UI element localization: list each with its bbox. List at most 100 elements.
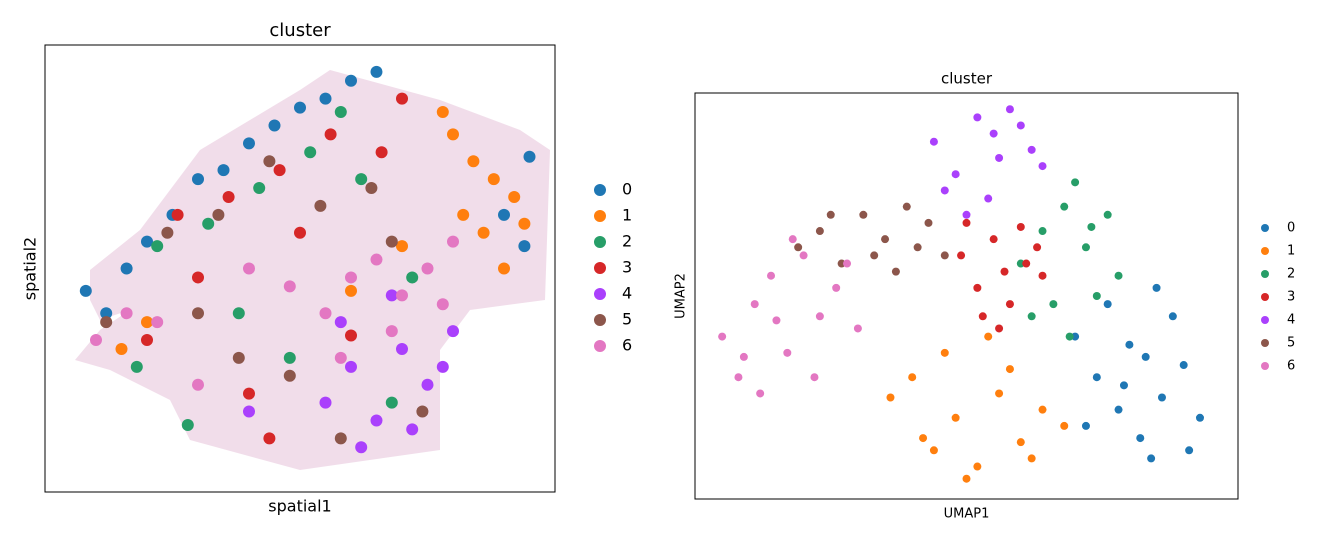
point (1119, 381, 1128, 390)
y-axis-label: UMAP2 (674, 273, 689, 319)
point (913, 243, 922, 252)
point (396, 289, 408, 302)
point (253, 182, 266, 195)
legend-label: 4 (1287, 313, 1295, 328)
point (886, 393, 895, 402)
point (370, 253, 383, 266)
point (940, 186, 949, 195)
legend-label: 6 (622, 336, 632, 355)
point (508, 190, 521, 203)
point (756, 389, 765, 398)
legend-label: 6 (1287, 359, 1295, 374)
point (100, 316, 113, 329)
point (718, 332, 727, 341)
point (1016, 438, 1025, 447)
chart-title: cluster (269, 20, 331, 41)
point (1152, 283, 1161, 292)
point (1195, 413, 1204, 422)
point (334, 351, 347, 364)
point (908, 373, 917, 382)
point (902, 202, 911, 211)
point (283, 280, 296, 293)
point (436, 106, 449, 119)
point (436, 360, 449, 373)
point (1081, 421, 1090, 430)
point (1147, 454, 1156, 463)
point (370, 414, 383, 427)
y-axis-label: spatial2 (21, 237, 40, 300)
legend-marker (1261, 316, 1269, 324)
point (1022, 259, 1031, 268)
point (995, 153, 1004, 162)
legend-label: 5 (622, 310, 632, 329)
plot-frame (44, 44, 556, 493)
point (750, 300, 759, 309)
point (273, 164, 286, 177)
legend-label: 5 (1287, 336, 1295, 351)
point (416, 405, 429, 418)
point (1060, 202, 1069, 211)
point (345, 329, 357, 342)
point (334, 316, 347, 329)
legend-label: 0 (1287, 221, 1295, 236)
point (984, 194, 993, 203)
point (487, 173, 500, 186)
legend-marker (594, 236, 606, 248)
point (232, 351, 245, 364)
point (345, 74, 357, 87)
point (1038, 162, 1047, 171)
point (319, 396, 332, 409)
point (767, 271, 776, 280)
point (951, 170, 960, 179)
point (853, 324, 862, 333)
point (355, 441, 368, 454)
point (962, 210, 971, 219)
point (217, 164, 230, 177)
point (1016, 222, 1025, 231)
point (283, 351, 296, 364)
point (304, 146, 317, 159)
point (385, 396, 398, 409)
point (447, 325, 459, 338)
point (984, 332, 993, 341)
point (120, 307, 133, 320)
point (385, 325, 398, 338)
point (1027, 454, 1036, 463)
point (396, 240, 408, 253)
point (141, 235, 153, 248)
chart-title: cluster (941, 70, 993, 88)
legend-label: 3 (622, 258, 632, 277)
point (115, 342, 128, 355)
point (498, 208, 510, 221)
plot-frame (694, 92, 1239, 500)
legend-label: 2 (622, 232, 632, 251)
point (523, 150, 536, 163)
point (243, 137, 255, 150)
point (1185, 446, 1194, 455)
point (324, 128, 337, 141)
point (794, 243, 803, 252)
point (1103, 300, 1112, 309)
point (815, 312, 824, 321)
point (202, 217, 215, 230)
legend-label: 1 (622, 206, 632, 225)
point (447, 235, 459, 248)
point (212, 208, 225, 221)
legend-label: 4 (622, 284, 632, 303)
point (120, 262, 133, 275)
point (294, 101, 306, 114)
point (1038, 271, 1047, 280)
point (1092, 373, 1101, 382)
point (1114, 271, 1123, 280)
point (457, 208, 470, 221)
point (375, 146, 388, 159)
point (268, 119, 281, 132)
point (973, 283, 982, 292)
point (477, 226, 490, 239)
point (859, 210, 868, 219)
point (396, 342, 408, 355)
legend-marker (1261, 224, 1269, 232)
point (421, 378, 434, 391)
point (772, 316, 781, 325)
